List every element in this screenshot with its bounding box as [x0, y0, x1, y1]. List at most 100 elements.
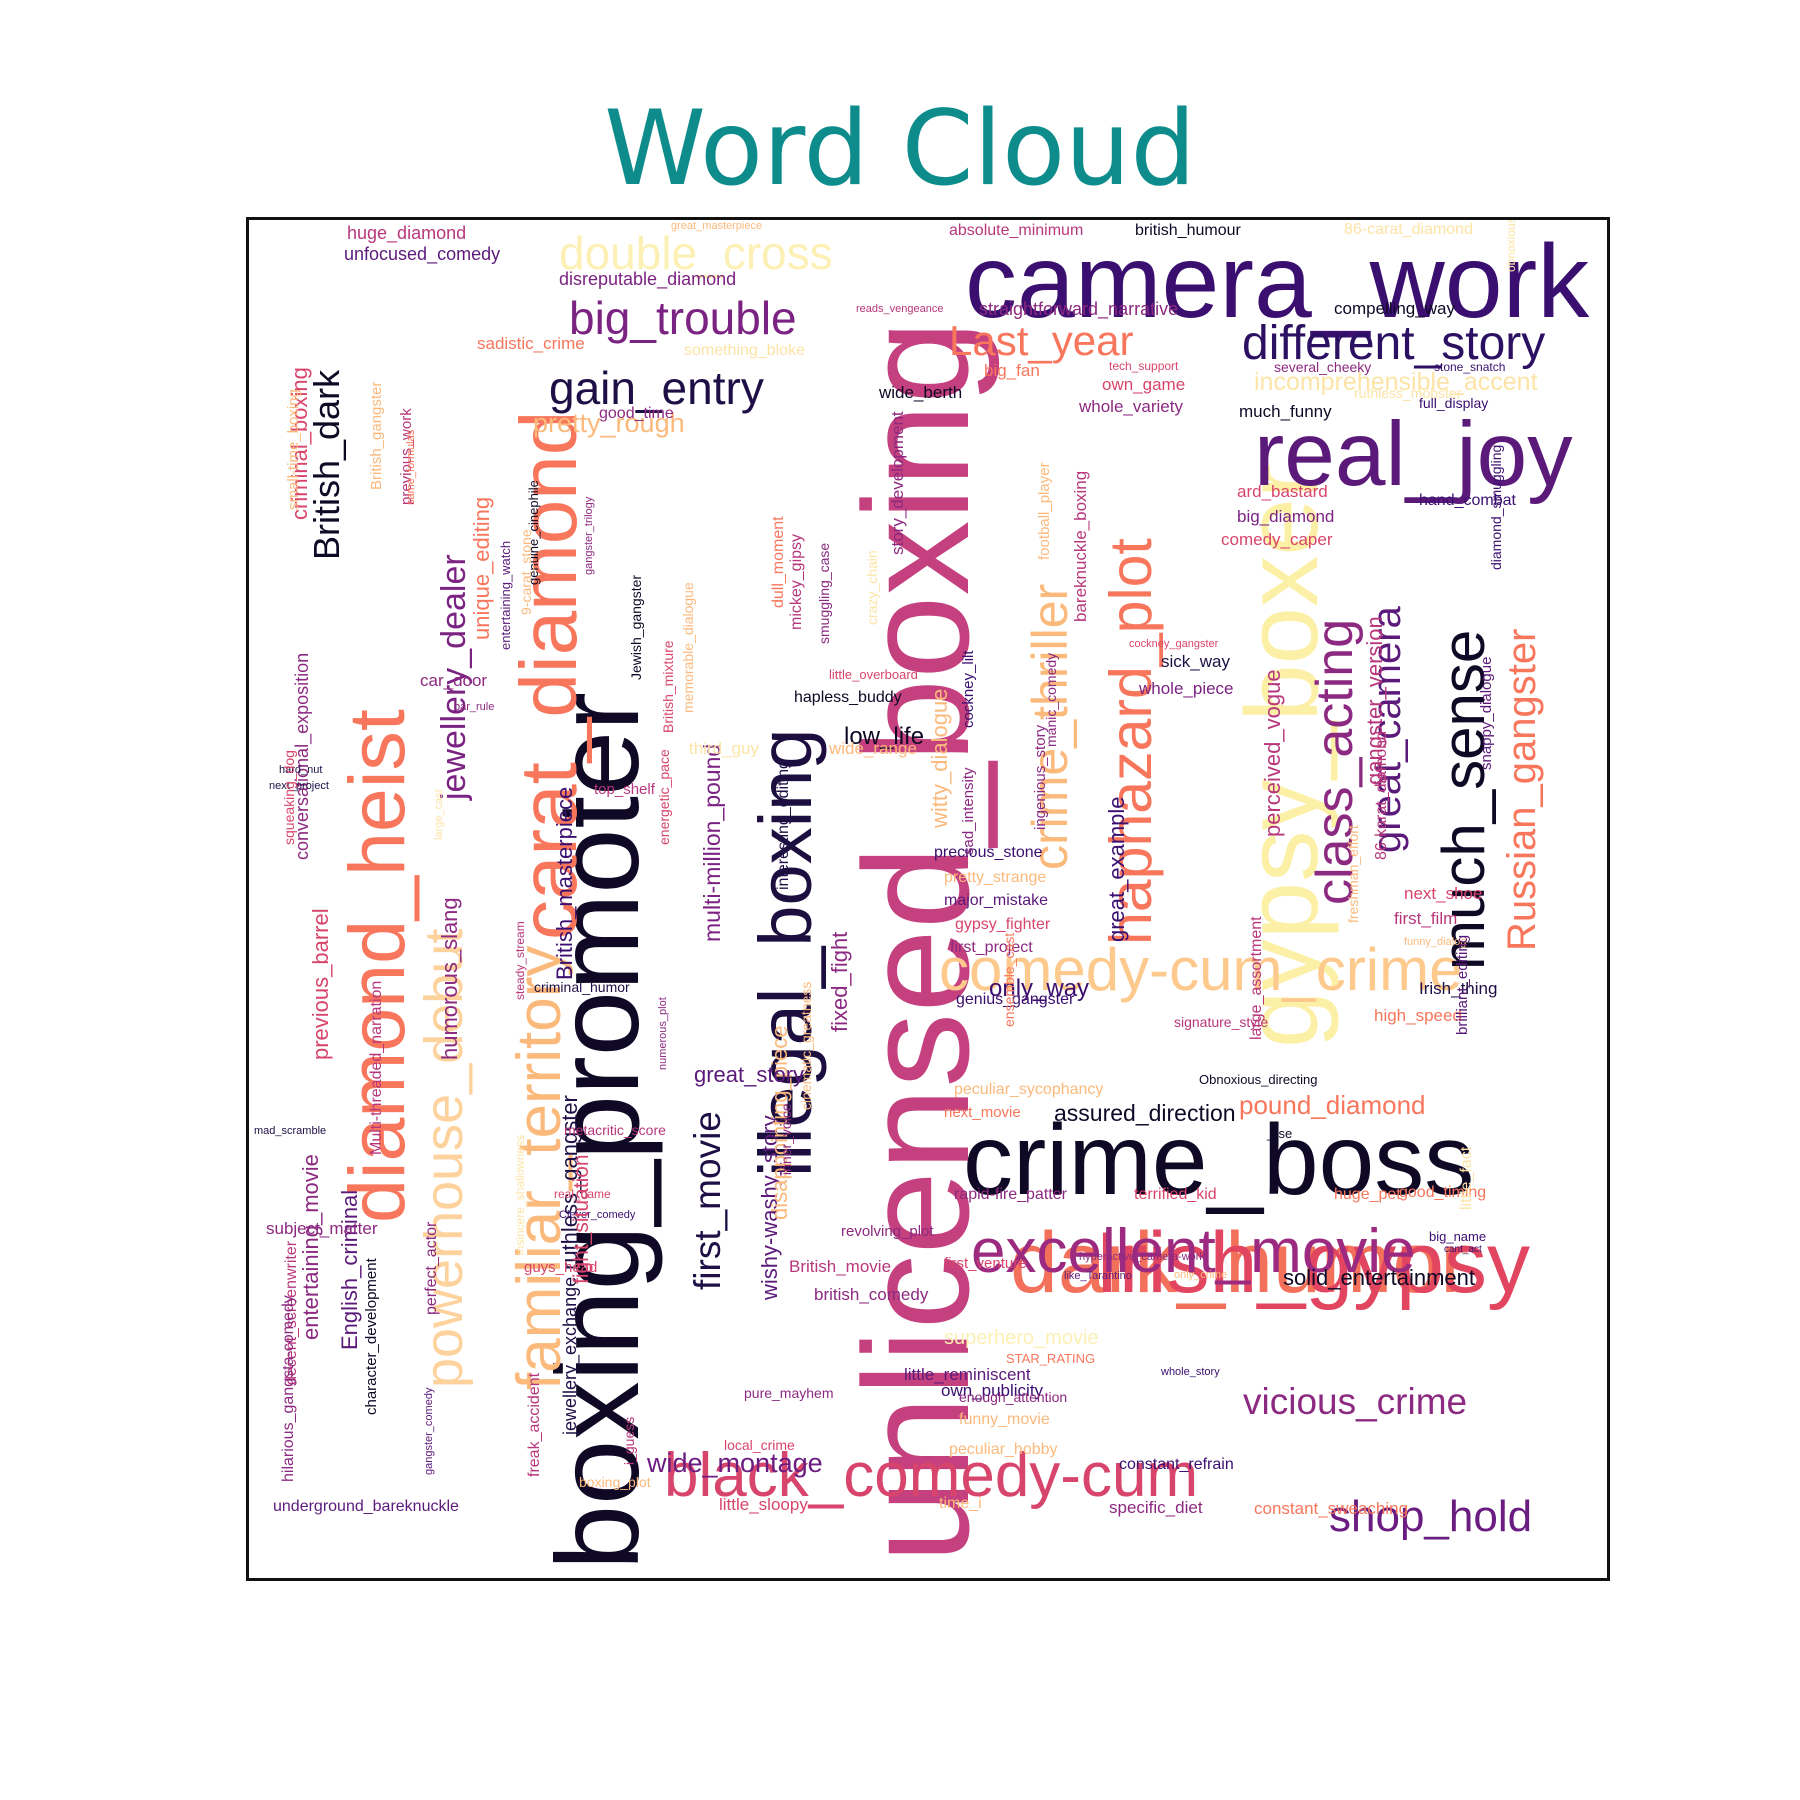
word-underground-bareknuckle: underground_bareknuckle	[273, 1498, 459, 1515]
word-genius-gangster: genius_gangster	[956, 991, 1075, 1008]
word-assured-direction: assured_direction	[1054, 1100, 1236, 1126]
word-guys-head: guys_head	[524, 1259, 598, 1276]
word-irish-thing: Irish_thing	[1419, 979, 1498, 998]
word-english-criminal: English_criminal	[337, 1189, 362, 1350]
word-subject-matter: subject_matter	[266, 1219, 378, 1238]
word-first-film: first_film	[1394, 909, 1458, 928]
word-criminal-humor: criminal_humor	[534, 979, 630, 995]
word-much-funny: much_funny	[1239, 402, 1332, 421]
word-british-masterpiece: British_masterpiece	[552, 786, 577, 980]
word-last-year: Last_year	[949, 317, 1134, 364]
word-huge-pet: huge_pet	[1334, 1186, 1401, 1203]
word-huge-diamond: huge_diamond	[347, 223, 467, 243]
word-numerous-plot: numerous_plot	[657, 997, 669, 1070]
word-unique-editing: unique_editing	[469, 496, 494, 640]
word-crazy-chain: crazy_chain	[864, 550, 880, 625]
word-real-name: real_name	[554, 1187, 611, 1201]
word-pretty-rough: pretty_rough	[533, 408, 685, 438]
word-story-development: story_development	[888, 411, 907, 555]
word-sad-intensity: sad_intensity	[960, 767, 977, 855]
word-only-crime: only_crime	[1174, 1269, 1228, 1281]
word-cant-act: cant_act	[1444, 1244, 1482, 1255]
word-british-gangster: British_gangster	[368, 381, 385, 490]
word-bareknuckle-boxing: bareknuckle_boxing	[1071, 470, 1090, 622]
word-big-diamond: big_diamond	[1237, 507, 1335, 526]
word-big-trouble: big_trouble	[569, 292, 797, 344]
word-obnoxious-voice: obnoxious_voice	[1504, 217, 1518, 272]
word-gypsy-fighter: gypsy_fighter	[955, 916, 1051, 933]
word-wide-montage: wide_montage	[647, 1448, 823, 1478]
word-mickey-gipsy: mickey_gipsy	[788, 533, 805, 630]
word-solid-entertainment: solid_entertainment	[1283, 1265, 1476, 1290]
word-steady-stream: steady_stream	[513, 921, 527, 1000]
word-cockney-lilt: cockney_lilt	[960, 650, 977, 728]
word-ensemble-cast: ensemble_cast	[1001, 932, 1017, 1027]
word-hapless-buddy: hapless_buddy	[794, 689, 902, 706]
word-humorous-slang: humorous_slang	[437, 897, 462, 1060]
word-british-humour: british_humour	[1135, 222, 1241, 239]
word-vicious-crime: vicious_crime	[1243, 1381, 1468, 1422]
word-squeaking-dog: squeaking_dog	[281, 750, 297, 845]
word-shop-hold: shop_hold	[1329, 1492, 1533, 1541]
word-whole-piece: whole_piece	[1139, 679, 1234, 698]
word-black-comedy-cum: black_comedy-cum	[664, 1441, 1199, 1510]
word-gangster-trilogy: gangster_trilogy	[583, 496, 595, 575]
word-large-assortment: large_assortment	[1248, 916, 1265, 1040]
word-first-project: first_project	[950, 939, 1033, 956]
word-fixed-fight: fixed_fight	[827, 931, 852, 1032]
word-full-display: full_display	[1419, 395, 1489, 411]
word-local-crime: local_crime	[724, 1437, 795, 1453]
word-86-karat-diamond: 86-karat_diamond	[1373, 731, 1390, 860]
word-snappy-dialogue: snappy_dialogue	[1478, 656, 1495, 770]
word-inner-voice: inner_voice	[778, 1103, 794, 1175]
word-little-sloopy: little_sloopy	[719, 1495, 808, 1514]
word-sick-way: sick_way	[1161, 652, 1230, 671]
word-major-mistake: major_mistake	[944, 892, 1049, 909]
word-perceived-vogue: perceived_vogue	[1260, 669, 1285, 837]
word-specific-diet: specific_diet	[1109, 1498, 1203, 1517]
word-constant-refrain: constant_refrain	[1119, 1456, 1234, 1473]
word-own-publicity: own_publicity	[941, 1381, 1044, 1400]
word-superhero-movie: superhero_movie	[944, 1327, 1099, 1349]
word-dark-humor: dark_humor	[1010, 1215, 1469, 1311]
word-compelling-way: compelling_way	[1334, 299, 1455, 318]
word-star-rating: STAR_RATING	[1006, 1351, 1096, 1366]
word-obnoxious-directing: Obnoxious_directing	[1199, 1072, 1318, 1087]
word-big-fan: big_fan	[984, 361, 1040, 380]
word-multi-million-pound: multi-million_pound	[699, 743, 725, 942]
word-little-overboard: little_overboard	[829, 667, 918, 682]
word-previous-barrel: previous_barrel	[308, 908, 333, 1060]
word-good-timing: good_timing	[1399, 1184, 1487, 1201]
word-little-reminiscent: little_reminiscent	[904, 1365, 1031, 1384]
word-crime-boss: crime_boss	[963, 1104, 1475, 1216]
word-reads-vengeance: reads_vengeance	[856, 303, 944, 315]
word-bar-rule: bar_rule	[454, 701, 495, 713]
word-unfocused-comedy: unfocused_comedy	[344, 244, 501, 264]
word-diamond-smuggling: diamond_smuggling	[1488, 444, 1504, 570]
word-great-example: great_example	[1104, 796, 1129, 942]
word-next-project: next_project	[269, 780, 329, 792]
word-perfect-actor: perfect_actor	[423, 1221, 440, 1315]
word-brilliant-editing: brilliant_editing	[1454, 934, 1471, 1035]
word-next-shoe: next_shoe	[1404, 884, 1483, 903]
word-stone-snatch: stone_snatch	[1434, 360, 1506, 374]
word-own-game: own_game	[1102, 375, 1186, 394]
word-camera-work: camera_work	[965, 224, 1590, 340]
word-ruthless-mobster: ruthless_mobster	[1354, 385, 1462, 401]
word-british-movie: British_movie	[789, 1257, 892, 1276]
word-like-tarantino: like_Tarantino	[1064, 1270, 1132, 1282]
word-little-fact: little_fact	[1458, 1146, 1475, 1210]
word-disreputable-diamond: disreputable_diamond	[559, 269, 737, 289]
word-fight-situation: fight_situation	[570, 1154, 593, 1284]
word-big-name: big_name	[1429, 1229, 1487, 1244]
word-wide-berth: wide_berth	[879, 383, 963, 402]
word-rapid-fire-patter: rapid-fire_patter	[954, 1186, 1067, 1203]
word-excellent-movie: excellent_movie	[971, 1217, 1416, 1286]
word-revolving-plot: revolving_plot	[841, 1223, 934, 1240]
word-wide-range: wide_range	[829, 739, 917, 758]
word-sadistic-crime: sadistic_crime	[477, 334, 585, 353]
word-time-i: time_i	[939, 1495, 982, 1512]
word-british-comedy: british_comedy	[814, 1285, 929, 1304]
word-great-story: great_story	[694, 1062, 805, 1087]
word-enough-attention: enough_attention	[959, 1389, 1068, 1405]
